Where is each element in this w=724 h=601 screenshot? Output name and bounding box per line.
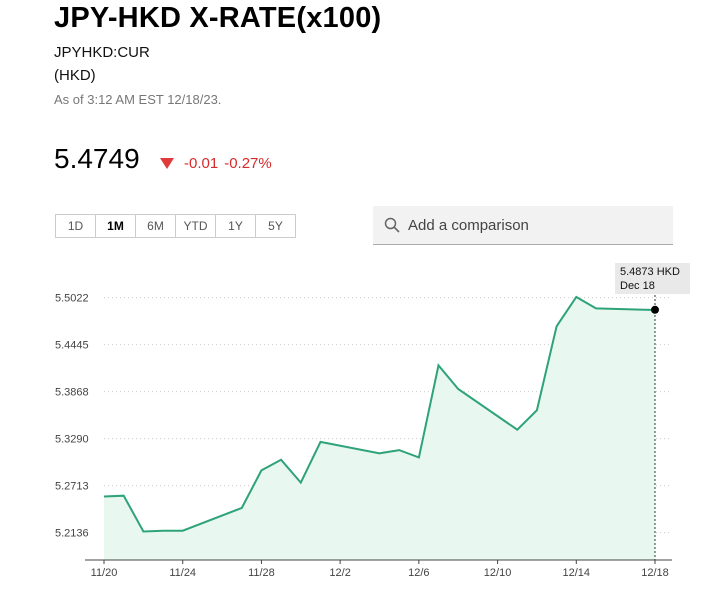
y-tick-label: 5.3290: [55, 434, 89, 446]
range-1m-button[interactable]: 1M: [96, 215, 136, 237]
price-change: -0.01 -0.27%: [160, 155, 272, 172]
currency-label: (HKD): [54, 67, 96, 84]
change-value: -0.01: [184, 155, 219, 172]
y-tick-label: 5.4445: [55, 340, 89, 352]
price-area: [104, 297, 655, 560]
price-tooltip: 5.4873 HKD Dec 18: [615, 263, 690, 294]
comparison-input[interactable]: [406, 215, 660, 235]
x-tick-label: 12/10: [484, 567, 512, 579]
x-tick-label: 12/14: [563, 567, 591, 579]
page-title: JPY-HKD X-RATE(x100): [54, 2, 382, 34]
price-line: [103, 295, 656, 533]
y-tick-label: 5.3868: [55, 387, 89, 399]
x-tick-label: 12/6: [408, 567, 429, 579]
range-5y-button[interactable]: 5Y: [268, 219, 283, 233]
y-tick-label: 5.5022: [55, 293, 89, 305]
y-axis-labels: 5.2136 5.2713 5.3290 5.3868 5.4445 5.5022: [55, 293, 89, 540]
x-tick-label: 12/2: [329, 567, 350, 579]
down-arrow-icon: [160, 158, 174, 169]
tooltip-date: Dec 18: [620, 280, 655, 292]
highlight-point: [651, 305, 659, 314]
change-percent: -0.27%: [224, 155, 272, 172]
search-icon: [384, 217, 400, 233]
x-tick-label: 11/28: [248, 567, 275, 579]
range-selector: 1D 1M 6M YTD 1Y 5Y: [55, 214, 296, 238]
ticker-symbol: JPYHKD:CUR: [54, 44, 150, 61]
x-tick-label: 11/20: [91, 567, 118, 579]
y-tick-label: 5.2136: [55, 528, 89, 540]
y-tick-label: 5.2713: [55, 481, 89, 493]
last-price: 5.4749: [54, 143, 140, 174]
x-tick-label: 12/18: [641, 567, 669, 579]
range-ytd-button[interactable]: YTD: [176, 215, 216, 237]
as-of-timestamp: As of 3:12 AM EST 12/18/23.: [54, 92, 222, 107]
x-tick-label: 11/24: [169, 567, 196, 579]
tooltip-value: 5.4873 HKD: [620, 266, 680, 278]
range-1d-button[interactable]: 1D: [56, 215, 96, 237]
comparison-search[interactable]: [373, 206, 673, 245]
range-6m-button[interactable]: 6M: [136, 215, 176, 237]
range-1y-button[interactable]: 1Y: [216, 215, 256, 237]
x-axis-ticks: 11/20 11/24 11/28 12/2 12/6 12/10 12/14 12/18: [91, 560, 669, 579]
